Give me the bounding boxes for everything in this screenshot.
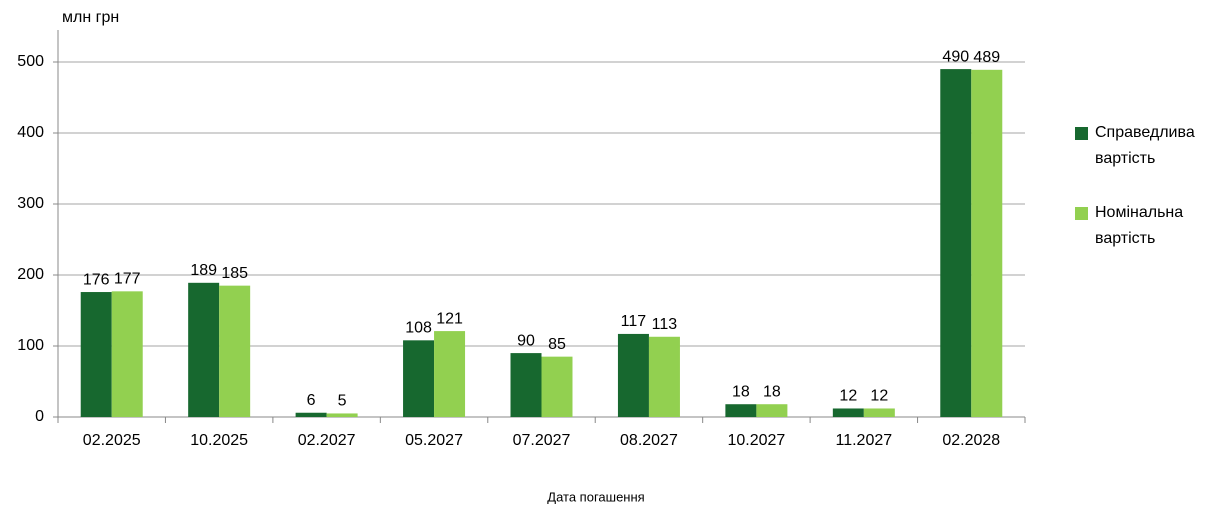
y-tick-label: 400 — [17, 124, 44, 141]
value-label: 90 — [517, 332, 535, 349]
x-tick-label: 02.2025 — [83, 432, 141, 449]
legend-label: Справедлива вартість — [1095, 124, 1195, 167]
bar — [940, 69, 972, 417]
y-tick-label: 100 — [17, 337, 44, 354]
x-tick-label: 02.2028 — [942, 432, 1000, 449]
bar — [219, 285, 251, 417]
bar — [80, 292, 112, 417]
bar — [403, 340, 435, 417]
value-label: 12 — [870, 388, 888, 405]
legend-swatch — [1075, 207, 1088, 220]
y-tick-label: 0 — [35, 408, 44, 425]
bar — [971, 69, 1003, 417]
value-label: 85 — [548, 336, 566, 353]
bar — [510, 353, 542, 417]
value-label: 12 — [839, 388, 857, 405]
bar — [725, 404, 757, 417]
bar — [756, 404, 788, 417]
bar — [617, 333, 649, 417]
x-tick-label: 07.2027 — [513, 432, 571, 449]
x-axis-label: Дата погашення — [547, 489, 644, 504]
x-tick-label: 05.2027 — [405, 432, 463, 449]
x-tick-label: 02.2027 — [298, 432, 356, 449]
bar — [326, 413, 358, 417]
value-label: 189 — [190, 262, 217, 279]
legend: Справедлива вартість Номінальна вартість — [1075, 120, 1215, 280]
x-tick-label: 11.2027 — [836, 432, 893, 449]
value-label: 117 — [621, 313, 647, 330]
bar — [832, 408, 864, 417]
bar — [541, 356, 573, 417]
value-label: 177 — [114, 271, 141, 288]
bar — [111, 291, 143, 417]
legend-item: Справедлива вартість — [1075, 120, 1215, 172]
x-tick-label: 10.2025 — [190, 432, 248, 449]
value-label: 489 — [973, 49, 1000, 66]
legend-item: Номінальна вартість — [1075, 200, 1215, 252]
value-label: 18 — [732, 383, 750, 400]
value-label: 490 — [942, 48, 969, 65]
value-label: 18 — [763, 383, 781, 400]
bar — [188, 282, 220, 417]
y-tick-label: 200 — [17, 266, 44, 283]
y-axis-label: млн грн — [62, 9, 119, 26]
y-tick-label: 500 — [17, 53, 44, 70]
y-tick-label: 300 — [17, 195, 44, 212]
value-label: 176 — [83, 271, 110, 288]
value-label: 6 — [307, 392, 316, 409]
value-label: 108 — [405, 320, 432, 337]
value-label: 5 — [338, 393, 347, 410]
bar — [295, 412, 327, 417]
x-tick-label: 08.2027 — [620, 432, 678, 449]
legend-swatch — [1075, 127, 1088, 140]
bar — [434, 331, 466, 417]
value-label: 121 — [436, 310, 463, 327]
bar — [648, 336, 680, 417]
bar — [863, 408, 895, 417]
legend-label: Номінальна вартість — [1095, 204, 1184, 247]
value-label: 185 — [221, 265, 248, 282]
value-label: 113 — [652, 316, 678, 333]
x-tick-label: 10.2027 — [727, 432, 785, 449]
